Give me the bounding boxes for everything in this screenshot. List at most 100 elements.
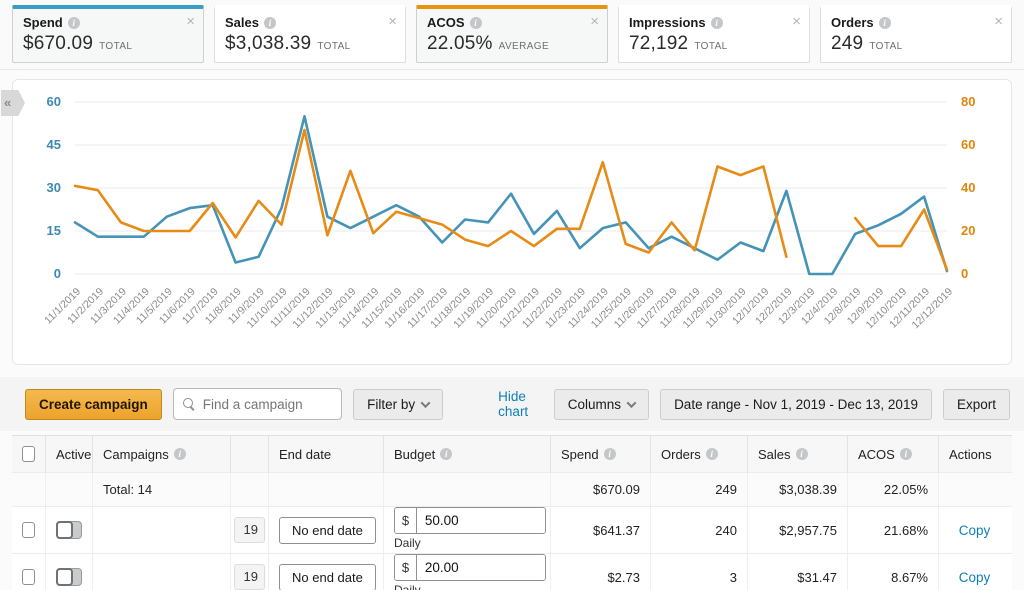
active-toggle[interactable] — [56, 568, 82, 586]
info-icon[interactable]: i — [899, 448, 912, 460]
total-acos: 22.05% — [847, 473, 938, 506]
end-date-button[interactable]: No end date — [279, 563, 376, 590]
card-value: $3,038.39 — [225, 33, 312, 54]
export-button[interactable]: Export — [942, 388, 1010, 420]
col-spend[interactable]: Spend i — [550, 436, 650, 472]
search-icon — [182, 397, 196, 411]
col-start-date — [230, 436, 268, 472]
info-icon[interactable]: i — [440, 448, 453, 460]
search-input[interactable] — [202, 396, 333, 412]
info-icon[interactable]: i — [710, 16, 723, 29]
svg-text:20: 20 — [961, 223, 975, 238]
currency-symbol: $ — [395, 508, 417, 533]
svg-text:60: 60 — [47, 94, 61, 109]
col-orders[interactable]: Orders i — [650, 436, 747, 472]
campaign-toolbar: Create campaign Filter by Hide chart Col… — [0, 377, 1024, 431]
budget-input[interactable]: $ — [394, 554, 546, 581]
col-end-date[interactable]: End date — [268, 436, 383, 472]
table-header-row: Active Campaigns i End date Budget i Spe… — [12, 436, 1012, 473]
budget-input[interactable]: $ — [394, 507, 546, 534]
info-icon[interactable]: i — [795, 448, 808, 460]
filter-by-label: Filter by — [367, 396, 416, 412]
card-label: Impressions — [629, 15, 706, 30]
metric-card-spend[interactable]: Spend i × $670.09 TOTAL — [12, 5, 204, 63]
card-unit: TOTAL — [869, 41, 903, 52]
card-unit: AVERAGE — [498, 41, 550, 52]
close-icon[interactable]: × — [388, 13, 397, 30]
close-icon[interactable]: × — [186, 13, 195, 30]
col-sales[interactable]: Sales i — [747, 436, 847, 472]
info-icon[interactable]: i — [469, 16, 482, 29]
metrics-chart: 01530456002040608011/1/201911/2/201911/3… — [42, 94, 975, 331]
chevron-down-icon — [626, 397, 637, 408]
svg-text:0: 0 — [54, 266, 61, 281]
active-toggle[interactable] — [56, 521, 82, 539]
info-icon[interactable]: i — [263, 16, 276, 29]
row-sales: $31.47 — [747, 554, 847, 590]
metric-card-acos[interactable]: ACOS i × 22.05% AVERAGE — [416, 5, 608, 63]
col-active[interactable]: Active — [45, 436, 92, 472]
card-unit: TOTAL — [99, 41, 133, 52]
metric-cards: Spend i × $670.09 TOTAL Sales i × $3,038… — [12, 5, 1012, 63]
card-label: ACOS — [427, 15, 465, 30]
row-orders: 240 — [650, 507, 747, 553]
info-icon[interactable]: i — [878, 16, 891, 29]
end-date-button[interactable]: No end date — [279, 516, 376, 544]
card-unit: TOTAL — [317, 41, 351, 52]
chart-panel: « 0 15 30 45 60 0 20 40 60 80 11/1/2019 11/2/2019 11… — [1, 79, 1012, 365]
row-checkbox[interactable] — [22, 522, 35, 538]
campaign-search[interactable] — [172, 388, 343, 420]
col-budget[interactable]: Budget i — [383, 436, 550, 472]
svg-text:40: 40 — [961, 180, 975, 195]
card-label: Orders — [831, 15, 874, 30]
close-icon[interactable]: × — [590, 13, 599, 30]
info-icon[interactable]: i — [67, 16, 80, 29]
metric-card-impressions[interactable]: Impressions i × 72,192 TOTAL — [618, 5, 810, 63]
campaigns-table: Active Campaigns i End date Budget i Spe… — [12, 435, 1012, 590]
col-campaigns[interactable]: Campaigns i — [92, 436, 230, 472]
create-campaign-button[interactable]: Create campaign — [25, 388, 162, 420]
start-date-field[interactable]: 19 — [234, 517, 265, 543]
col-acos[interactable]: ACOS i — [847, 436, 938, 472]
row-orders: 3 — [650, 554, 747, 590]
copy-link[interactable]: Copy — [958, 522, 991, 538]
metric-card-orders[interactable]: Orders i × 249 TOTAL — [820, 5, 1012, 63]
close-icon[interactable]: × — [994, 13, 1003, 30]
campaign-name[interactable] — [92, 507, 230, 553]
row-acos: 21.68% — [847, 507, 938, 553]
info-icon[interactable]: i — [173, 448, 186, 460]
filter-by-button[interactable]: Filter by — [353, 388, 444, 420]
row-sales: $2,957.75 — [747, 507, 847, 553]
table-total-row: Total: 14 $670.09 249 $3,038.39 22.05% — [12, 473, 1012, 507]
row-acos: 8.67% — [847, 554, 938, 590]
total-spend: $670.09 — [550, 473, 650, 506]
budget-value-input[interactable] — [416, 508, 545, 533]
svg-text:30: 30 — [47, 180, 61, 195]
currency-symbol: $ — [395, 555, 417, 580]
close-icon[interactable]: × — [792, 13, 801, 30]
budget-value-input[interactable] — [416, 555, 545, 580]
budget-period: Daily — [394, 536, 421, 550]
svg-text:0: 0 — [961, 266, 968, 281]
card-label: Sales — [225, 15, 259, 30]
row-spend: $641.37 — [550, 507, 650, 553]
start-date-field[interactable]: 19 — [234, 564, 265, 590]
campaign-name[interactable] — [92, 554, 230, 590]
row-checkbox[interactable] — [22, 569, 35, 585]
card-value: $670.09 — [23, 33, 94, 54]
svg-text:15: 15 — [47, 223, 61, 238]
metric-cards-strip: Spend i × $670.09 TOTAL Sales i × $3,038… — [0, 0, 1024, 70]
select-all-checkbox[interactable] — [22, 446, 35, 462]
table-row: 19 No end date $ Daily $641.37 240 $2,95… — [12, 507, 1012, 554]
card-label: Spend — [23, 15, 63, 30]
columns-button[interactable]: Columns — [553, 388, 650, 420]
hide-chart-link[interactable]: Hide chart — [498, 389, 529, 419]
info-icon[interactable]: i — [603, 448, 616, 460]
card-value: 249 — [831, 33, 864, 54]
date-range-button[interactable]: Date range - Nov 1, 2019 - Dec 13, 2019 — [660, 388, 932, 420]
metric-card-sales[interactable]: Sales i × $3,038.39 TOTAL — [214, 5, 406, 63]
info-icon[interactable]: i — [705, 448, 718, 460]
total-label: Total: 14 — [92, 473, 230, 506]
card-value: 72,192 — [629, 33, 689, 54]
copy-link[interactable]: Copy — [958, 569, 991, 585]
